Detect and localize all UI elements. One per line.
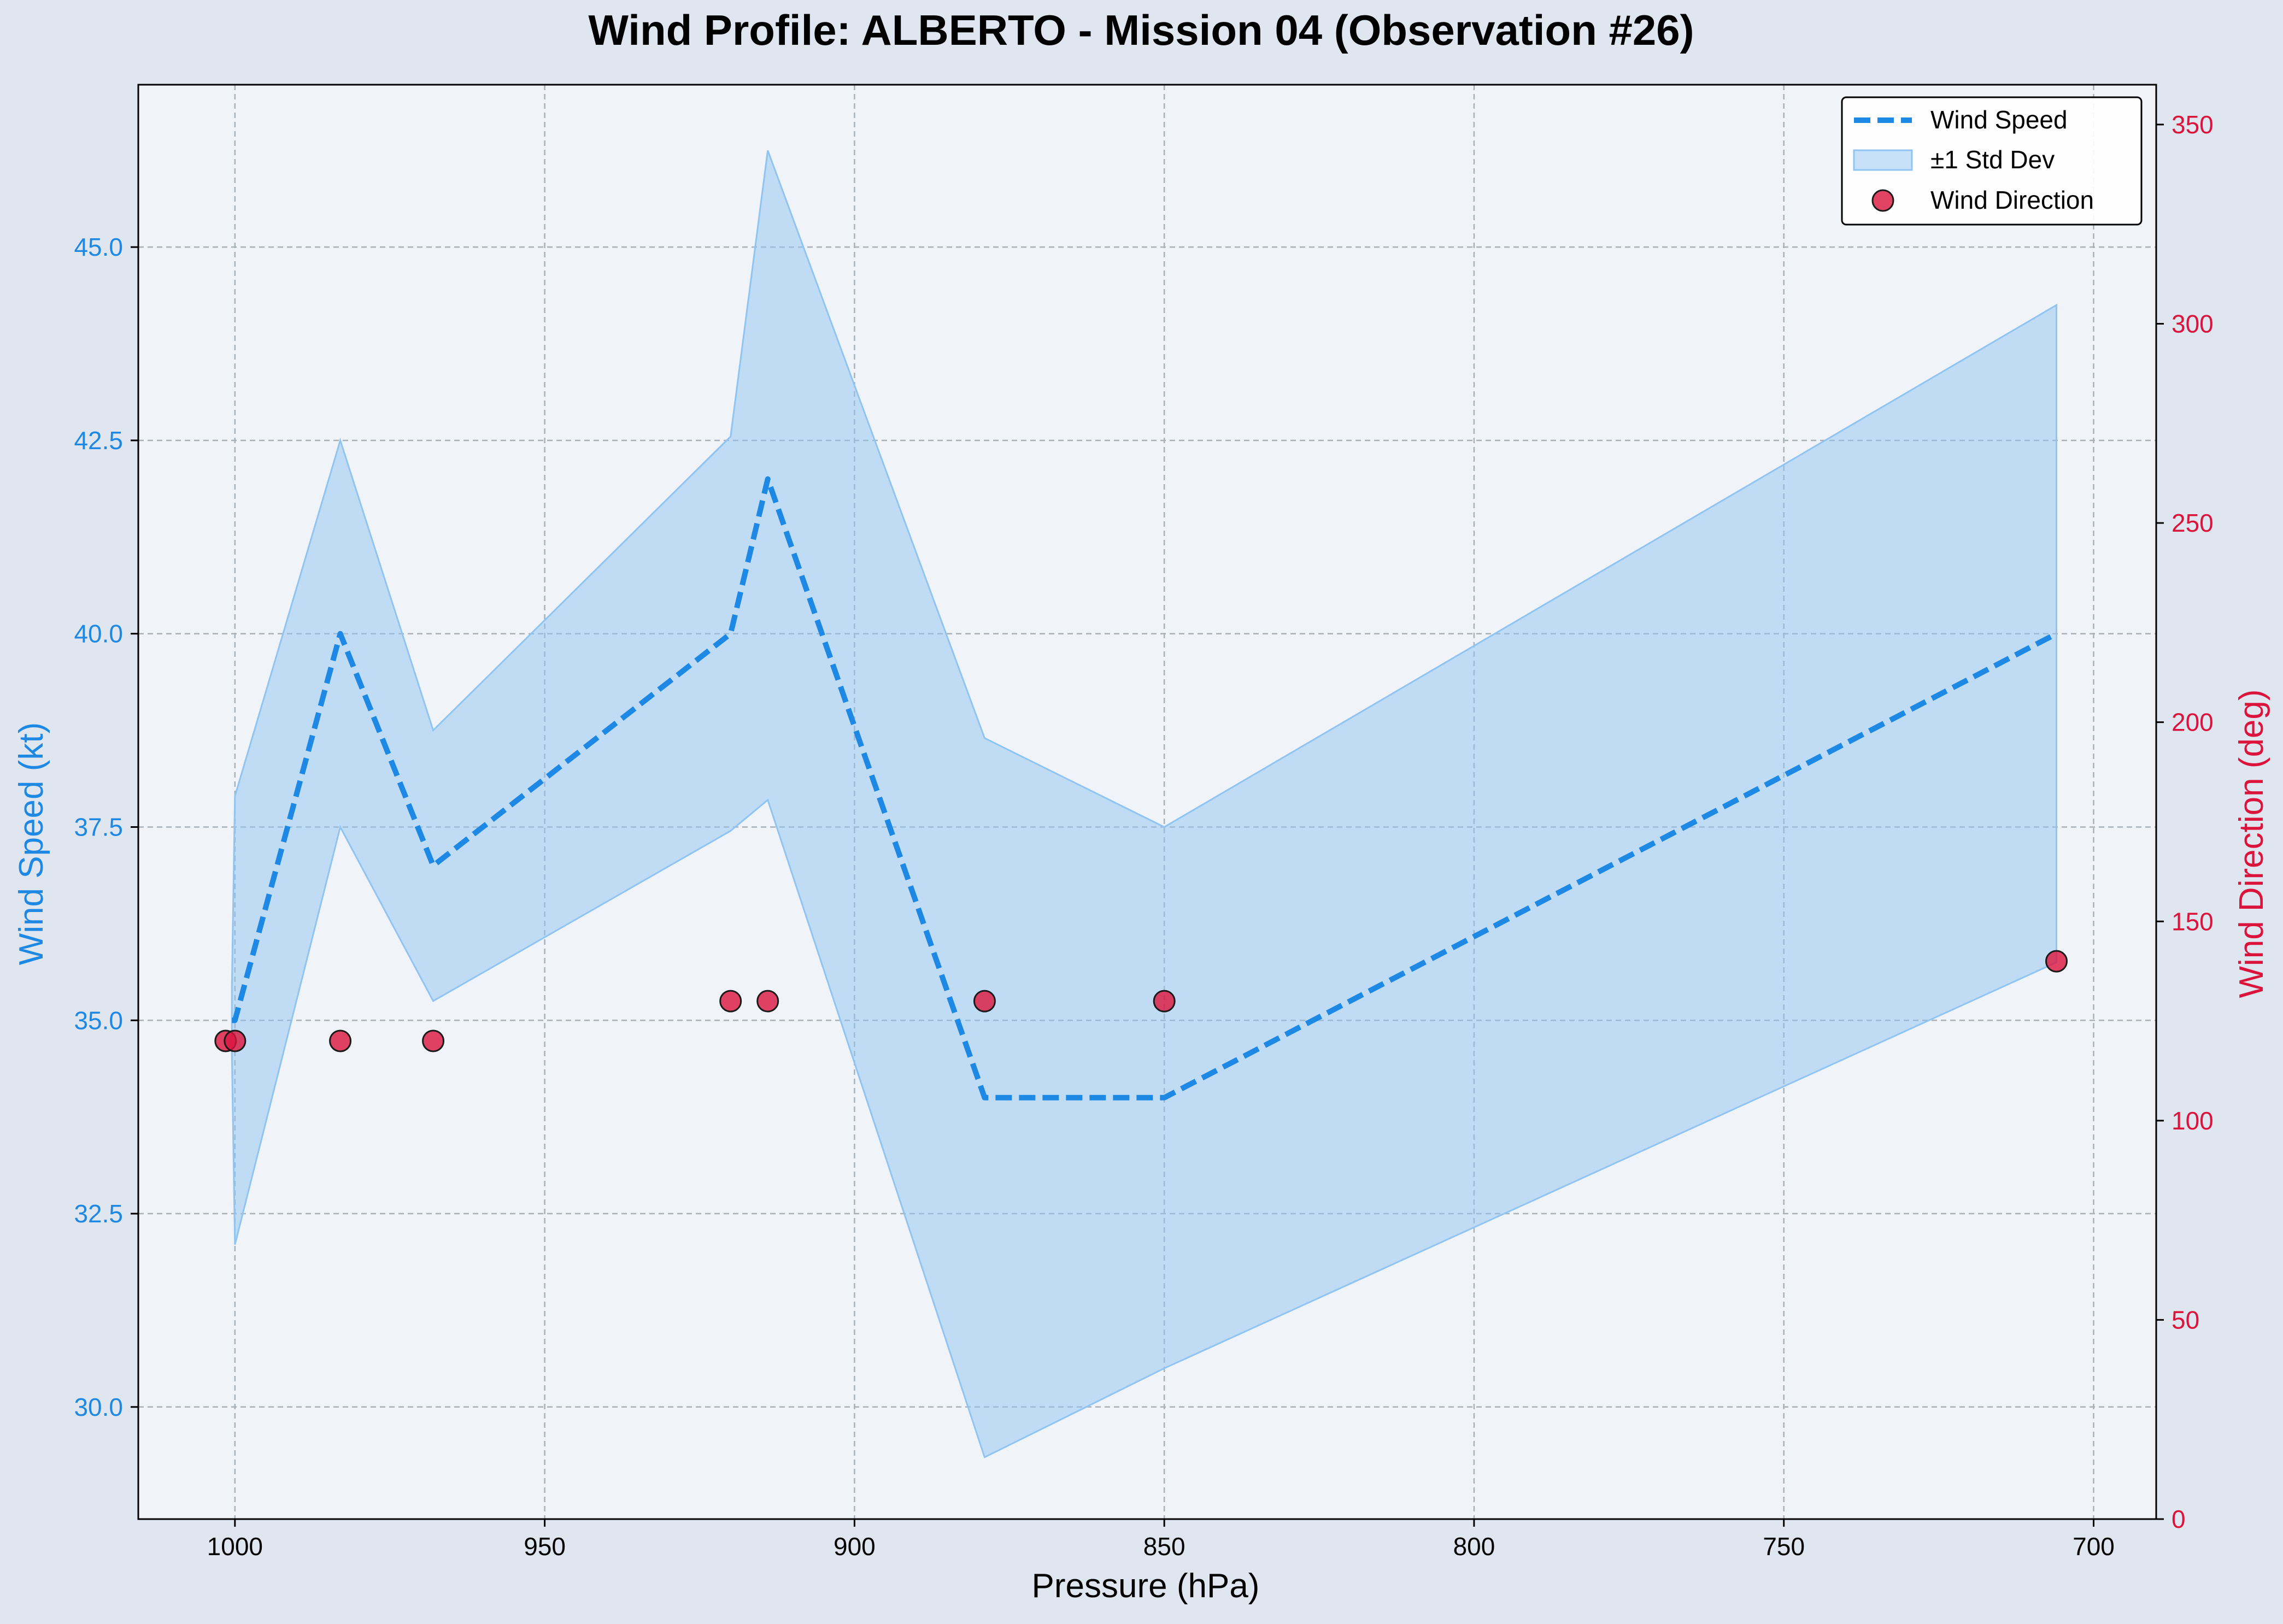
- wind-direction-point: [422, 1029, 445, 1052]
- wind-direction-point: [1153, 990, 1176, 1013]
- x-tick-label: 800: [1453, 1532, 1495, 1561]
- legend-swatch-wind-direction: [1871, 189, 1894, 212]
- x-axis-label: Pressure (hPa): [1032, 1567, 1260, 1605]
- y-right-tick-label: 150: [2172, 907, 2214, 935]
- legend: Wind Speed ±1 Std Dev Wind Direction: [1841, 96, 2143, 226]
- wind-direction-point: [2045, 950, 2068, 973]
- legend-label: Wind Speed: [1930, 105, 2068, 134]
- y-left-tick-label: 32.5: [74, 1199, 123, 1228]
- y-right-tick-label: 50: [2172, 1305, 2199, 1334]
- y-right-tick-label: 200: [2172, 708, 2214, 737]
- plot-frame: [137, 84, 2157, 1520]
- y-right-tick-label: 0: [2172, 1505, 2186, 1533]
- legend-swatch-std-dev: [1853, 149, 1913, 171]
- y-left-tick-label: 42.5: [74, 426, 123, 455]
- x-tick-label: 850: [1143, 1532, 1185, 1561]
- wind-direction-point: [329, 1029, 352, 1052]
- wind-direction-point: [719, 990, 742, 1013]
- legend-label: Wind Direction: [1930, 186, 2094, 214]
- x-tick-label: 700: [2073, 1532, 2115, 1561]
- wind-direction-point: [756, 990, 779, 1013]
- y-right-tick-label: 250: [2172, 509, 2214, 537]
- y-left-tick-label: 45.0: [74, 233, 123, 261]
- x-tick-label: 900: [834, 1532, 876, 1561]
- wind-speed-line: [232, 476, 2058, 1101]
- wind-direction-point: [973, 990, 996, 1013]
- legend-label: ±1 Std Dev: [1930, 145, 2055, 174]
- legend-box: [1841, 96, 2143, 226]
- y-left-tick-label: 35.0: [74, 1006, 123, 1034]
- x-tick-label: 750: [1763, 1532, 1805, 1561]
- y-axis-right-label: Wind Direction (deg): [2233, 689, 2270, 998]
- y-right-tick-label: 300: [2172, 310, 2214, 338]
- y-right-tick-label: 350: [2172, 110, 2214, 139]
- wind-direction-point: [224, 1029, 247, 1052]
- y-right-tick-label: 100: [2172, 1107, 2214, 1135]
- y-left-tick-label: 30.0: [74, 1393, 123, 1421]
- y-left-tick-label: 37.5: [74, 813, 123, 841]
- y-left-tick-label: 40.0: [74, 620, 123, 648]
- x-tick-label: 1000: [207, 1532, 263, 1561]
- y-axis-left-label: Wind Speed (kt): [13, 722, 50, 966]
- chart-title: Wind Profile: ALBERTO - Mission 04 (Obse…: [588, 6, 1694, 54]
- x-tick-label: 950: [524, 1532, 566, 1561]
